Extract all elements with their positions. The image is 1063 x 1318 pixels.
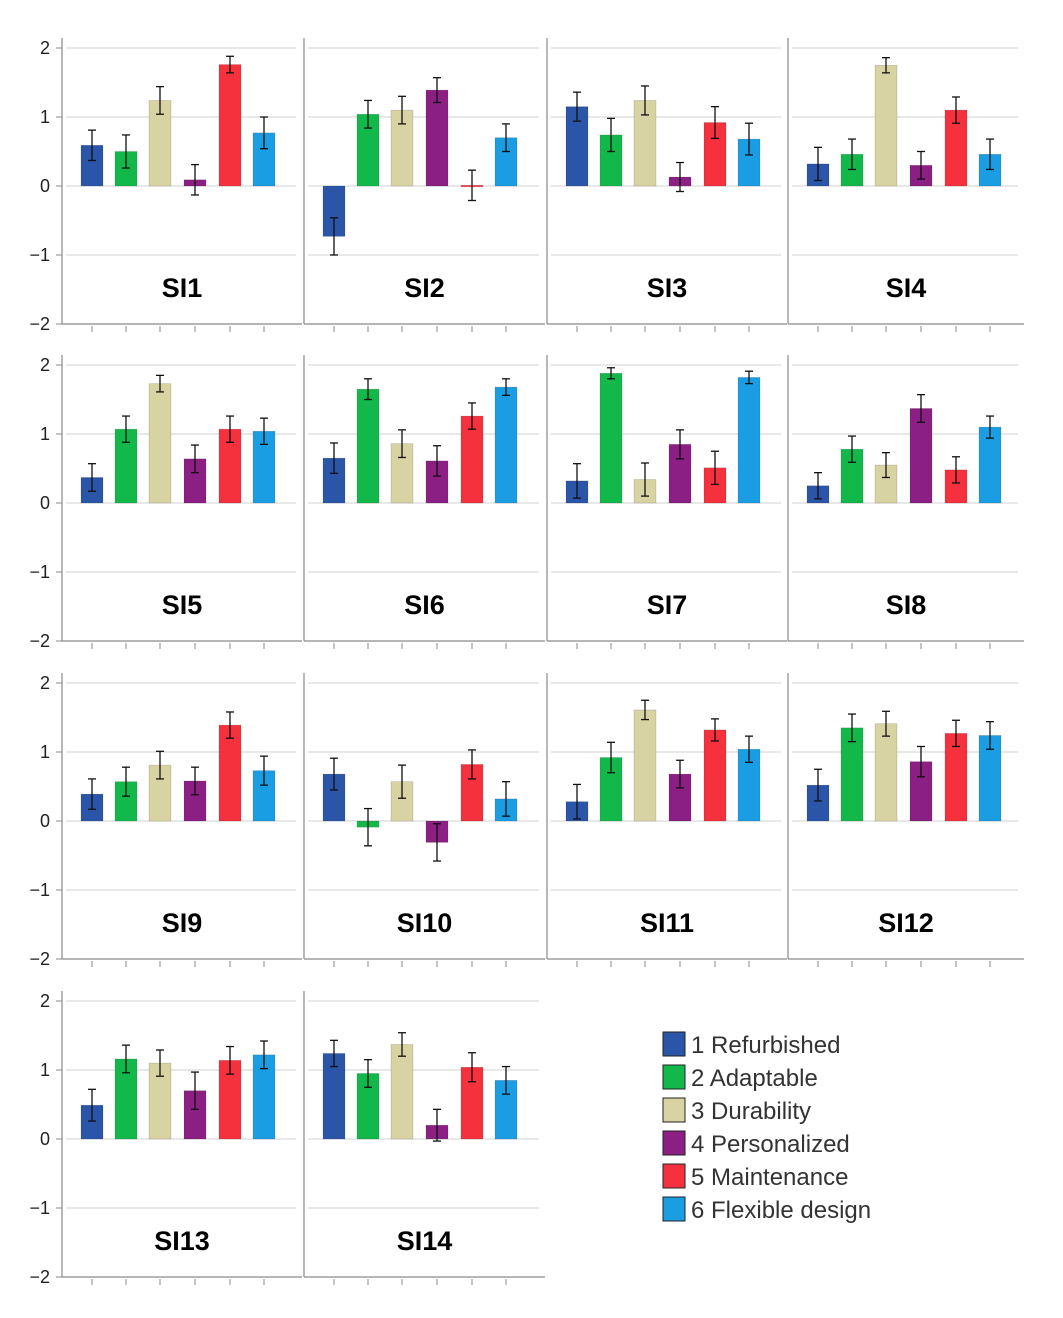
y-tick-label: 1 bbox=[40, 1060, 50, 1080]
y-tick-label: −1 bbox=[29, 245, 50, 265]
bar-si6-6 bbox=[494, 386, 518, 504]
bar-si2-4 bbox=[425, 89, 449, 187]
legend-label-3: 3 Durability bbox=[691, 1098, 811, 1125]
panel-label: SI3 bbox=[647, 273, 688, 303]
panel-si5: 2 1 0 −1 −2 SI5 bbox=[29, 355, 302, 651]
panel-si4: SI4 bbox=[787, 38, 1024, 332]
panel-label: SI6 bbox=[404, 590, 445, 620]
bar-si5-3 bbox=[148, 383, 172, 504]
panel-si12: SI12 bbox=[787, 673, 1024, 967]
legend-label-4: 4 Personalized bbox=[691, 1131, 850, 1158]
bar-si4-3 bbox=[874, 64, 898, 187]
y-tick-label: 0 bbox=[40, 493, 50, 513]
panel-si11: SI11 bbox=[546, 673, 787, 967]
panel-label: SI2 bbox=[404, 273, 445, 303]
legend-label-5: 5 Maintenance bbox=[691, 1164, 848, 1191]
y-tick-label: −1 bbox=[29, 562, 50, 582]
panel-label: SI4 bbox=[886, 273, 927, 303]
y-tick-label: −2 bbox=[29, 1267, 50, 1287]
bar-si11-5 bbox=[703, 729, 727, 822]
panel-label: SI11 bbox=[640, 908, 694, 938]
panel-si8: SI8 bbox=[787, 355, 1024, 649]
panel-label: SI12 bbox=[878, 908, 934, 938]
y-tick-label: 2 bbox=[40, 673, 50, 693]
y-tick-label: −1 bbox=[29, 1198, 50, 1218]
y-tick-label: 2 bbox=[40, 991, 50, 1011]
panel-label: SI5 bbox=[162, 590, 203, 620]
panel-label: SI13 bbox=[154, 1226, 210, 1256]
panel-si7: SI7 bbox=[546, 355, 787, 649]
legend-label-6: 6 Flexible design bbox=[691, 1197, 871, 1224]
bar-si12-3 bbox=[874, 723, 898, 822]
bar-si6-2 bbox=[356, 388, 380, 504]
panel-si14: SI14 bbox=[303, 991, 545, 1285]
y-tick-label: 1 bbox=[40, 424, 50, 444]
panel-label: SI1 bbox=[162, 273, 203, 303]
y-tick-label: 0 bbox=[40, 1129, 50, 1149]
panel-label: SI8 bbox=[886, 590, 927, 620]
panel-si1: 2 1 0 −1 −2 SI1 bbox=[29, 38, 302, 334]
legend-swatch-2 bbox=[662, 1064, 686, 1090]
bar-si14-3 bbox=[390, 1044, 414, 1140]
legend-swatch-4 bbox=[662, 1130, 686, 1156]
bar-si1-5 bbox=[218, 64, 242, 187]
panel-label: SI14 bbox=[397, 1226, 453, 1256]
bar-si11-3 bbox=[633, 709, 657, 822]
y-tick-label: −2 bbox=[29, 949, 50, 969]
panel-si9: 2 1 0 −1 −2 SI9 bbox=[29, 673, 302, 969]
y-tick-label: 0 bbox=[40, 811, 50, 831]
panel-label: SI9 bbox=[162, 908, 203, 938]
legend: 1 Refurbished 2 Adaptable 3 Durability 4 Pe… bbox=[662, 1031, 871, 1224]
y-tick-label: 0 bbox=[40, 176, 50, 196]
y-tick-label: −2 bbox=[29, 631, 50, 651]
y-tick-label: 1 bbox=[40, 107, 50, 127]
legend-swatch-5 bbox=[662, 1163, 686, 1189]
panel-si3: SI3 bbox=[546, 38, 787, 332]
y-tick-label: 2 bbox=[40, 355, 50, 375]
legend-swatch-3 bbox=[662, 1097, 686, 1123]
legend-label-1: 1 Refurbished bbox=[691, 1032, 840, 1059]
y-tick-label: 1 bbox=[40, 742, 50, 762]
legend-label-2: 2 Adaptable bbox=[691, 1065, 818, 1092]
y-tick-label: 2 bbox=[40, 38, 50, 58]
y-tick-label: −2 bbox=[29, 314, 50, 334]
panel-si13: 2 1 0 −1 −2 SI13 bbox=[29, 991, 302, 1287]
panel-label: SI10 bbox=[397, 908, 453, 938]
y-tick-label: −1 bbox=[29, 880, 50, 900]
panel-si10: SI10 bbox=[303, 673, 545, 967]
bar-si9-5 bbox=[218, 724, 242, 822]
panel-si2: SI2 bbox=[303, 38, 545, 332]
bar-si7-6 bbox=[737, 377, 761, 504]
panel-si6: SI6 bbox=[303, 355, 545, 649]
panel-label: SI7 bbox=[647, 590, 688, 620]
legend-swatch-1 bbox=[662, 1031, 686, 1057]
bar-si7-2 bbox=[599, 372, 623, 504]
legend-swatch-6 bbox=[662, 1196, 686, 1222]
